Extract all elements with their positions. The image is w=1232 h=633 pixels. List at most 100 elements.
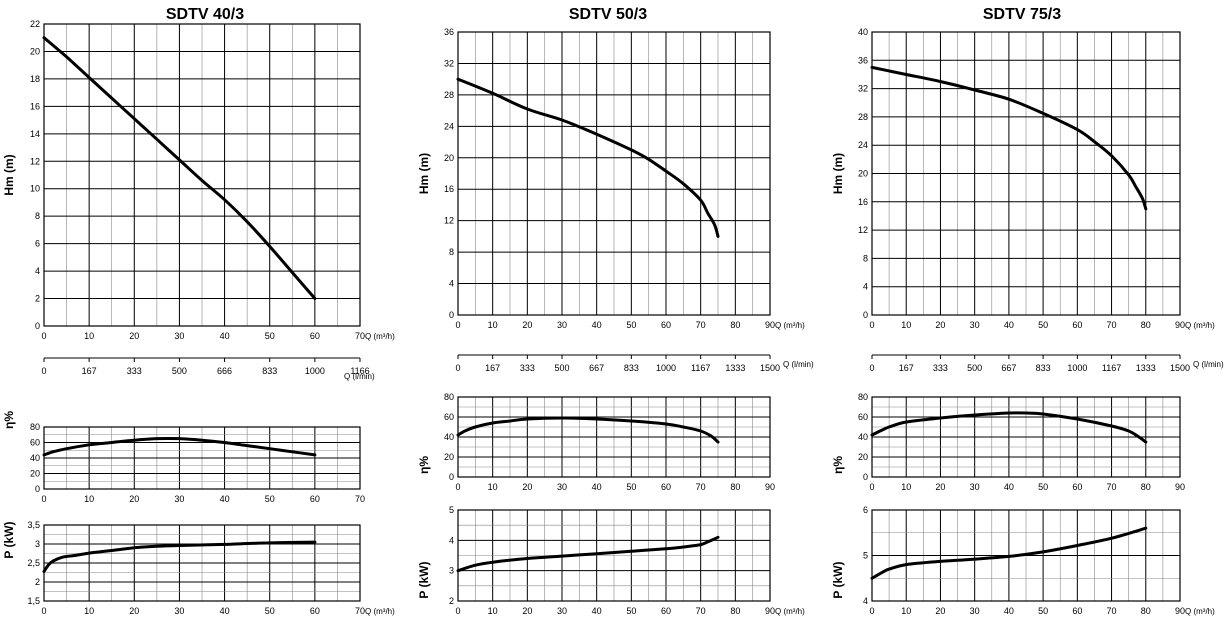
x-tick-label: 10 xyxy=(488,606,498,616)
x-tick-label: 10 xyxy=(84,606,94,616)
y-tick-label: 0 xyxy=(863,310,868,320)
flow-lmin-tick-label: 333 xyxy=(520,363,535,373)
flow-lmin-unit: Q (l/min) xyxy=(1193,360,1224,369)
x-axis-unit: Q (m³/h) xyxy=(365,332,395,341)
y-tick-label: 32 xyxy=(444,58,454,68)
pump-chart-1: SDTV 40/3Hm (m)0 167 333 500 666 833 1000 1166Q… xyxy=(2,6,375,559)
x-tick-label: 70 xyxy=(355,606,365,616)
flow-lmin-tick-label: 833 xyxy=(1036,363,1051,373)
x-tick-label: 50 xyxy=(265,494,275,504)
head-curve-panel: 0 4 8 12 16 20 24 28 32 36 0 10 20 30 40 50 60 70 80 90 Q (m… xyxy=(444,27,805,330)
x-tick-label: 40 xyxy=(220,494,230,504)
x-tick-label: 70 xyxy=(696,606,706,616)
y-tick-label: 16 xyxy=(30,101,40,111)
x-tick-label: 20 xyxy=(935,320,945,330)
x-tick-label: 0 xyxy=(455,606,460,616)
y-tick-label: 60 xyxy=(30,438,40,448)
y-tick-label: 6 xyxy=(863,505,868,515)
x-tick-label: 0 xyxy=(41,606,46,616)
x-tick-label: 0 xyxy=(41,494,46,504)
plot-frame xyxy=(871,509,1181,602)
power-axis-label: P (kW) xyxy=(417,561,431,598)
x-tick-label: 30 xyxy=(557,482,567,492)
y-tick-label: 36 xyxy=(858,55,868,65)
flow-lmin-tick-label: 167 xyxy=(82,366,97,376)
x-tick-label: 0 xyxy=(455,482,460,492)
y-tick-label: 28 xyxy=(858,112,868,122)
y-tick-label: 5 xyxy=(449,505,454,515)
flow-lmin-tick-label: 1500 xyxy=(1170,363,1190,373)
x-tick-label: 70 xyxy=(1107,320,1117,330)
power-curve-line xyxy=(42,540,317,573)
x-tick-label: 60 xyxy=(661,606,671,616)
x-tick-label: 0 xyxy=(455,320,460,330)
y-tick-label: 0 xyxy=(35,484,40,494)
y-tick-label: 0 xyxy=(449,472,454,482)
flow-lmin-tick-label: 0 xyxy=(455,363,460,373)
x-tick-label: 10 xyxy=(901,606,911,616)
x-tick-label: 50 xyxy=(626,482,636,492)
x-tick-label: 60 xyxy=(661,320,671,330)
x-tick-label: 10 xyxy=(901,320,911,330)
x-tick-label: 40 xyxy=(1004,606,1014,616)
y-tick-label: 40 xyxy=(858,27,868,37)
head-axis-label: Hm (m) xyxy=(417,153,431,194)
y-tick-label: 20 xyxy=(30,469,40,479)
y-tick-label: 18 xyxy=(30,74,40,84)
x-tick-label: 60 xyxy=(1072,606,1082,616)
head-curve-line xyxy=(42,36,317,300)
y-tick-label: 2 xyxy=(449,596,454,606)
x-tick-label: 70 xyxy=(1107,606,1117,616)
x-tick-label: 10 xyxy=(488,320,498,330)
head-curve-panel: 0 2 4 6 8 10 12 14 16 18 20 22 0 10 20 30 40 50 60 70 Q (m³/… xyxy=(30,19,395,341)
x-tick-label: 50 xyxy=(1038,606,1048,616)
efficiency-curve-line xyxy=(870,411,1148,444)
chart-title: SDTV 50/3 xyxy=(569,6,647,23)
y-tick-label: 4 xyxy=(863,596,868,606)
flow-lmin-tick-label: 667 xyxy=(589,363,604,373)
x-axis-unit: Q (m³/h) xyxy=(775,321,805,330)
plot-frame xyxy=(43,23,361,327)
y-tick-label: 2 xyxy=(35,294,40,304)
x-tick-label: 20 xyxy=(129,331,139,341)
x-tick-label: 20 xyxy=(522,320,532,330)
y-tick-label: 20 xyxy=(444,452,454,462)
x-tick-label: 10 xyxy=(84,494,94,504)
head-curve-line xyxy=(456,77,720,238)
x-tick-label: 80 xyxy=(730,482,740,492)
plot-frame xyxy=(871,31,1181,316)
x-tick-label: 40 xyxy=(592,482,602,492)
y-tick-label: 12 xyxy=(30,156,40,166)
y-tick-label: 4 xyxy=(35,266,40,276)
y-tick-label: 20 xyxy=(858,452,868,462)
head-axis-label: Hm (m) xyxy=(831,153,845,194)
power-curve-line xyxy=(870,526,1148,580)
x-tick-label: 70 xyxy=(696,482,706,492)
x-tick-label: 50 xyxy=(1038,482,1048,492)
head-axis-label: Hm (m) xyxy=(2,154,16,195)
plot-frame xyxy=(457,31,771,316)
y-tick-label: 0 xyxy=(449,310,454,320)
x-axis-unit: Q (m³/h) xyxy=(1185,321,1215,330)
x-tick-label: 0 xyxy=(869,482,874,492)
x-tick-label: 30 xyxy=(970,482,980,492)
x-tick-label: 80 xyxy=(1141,606,1151,616)
y-tick-label: 14 xyxy=(30,129,40,139)
x-tick-label: 70 xyxy=(696,320,706,330)
plot-frame xyxy=(871,396,1181,478)
flow-lmin-tick-label: 1166 xyxy=(350,366,369,376)
flow-lmin-tick-label: 1167 xyxy=(1102,363,1121,373)
x-tick-label: 60 xyxy=(310,606,320,616)
flow-lmin-tick-label: 0 xyxy=(869,363,874,373)
power-panel: 1,5 2 2,5 3 3,5 0 10 20 30 40 50 60 70 Q (m³/h) xyxy=(27,520,395,616)
efficiency-axis-label: η% xyxy=(417,456,431,474)
y-tick-label: 60 xyxy=(444,412,454,422)
y-tick-label: 80 xyxy=(858,392,868,402)
x-tick-label: 20 xyxy=(522,606,532,616)
y-tick-label: 8 xyxy=(449,247,454,257)
y-tick-label: 10 xyxy=(30,184,40,194)
x-tick-label: 40 xyxy=(220,331,230,341)
